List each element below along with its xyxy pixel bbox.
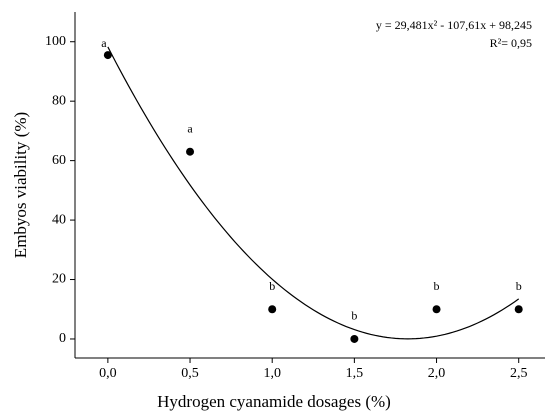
x-tick-label: 2,0 xyxy=(428,366,446,381)
point xyxy=(350,334,359,343)
point xyxy=(432,305,441,314)
y-tick-label: 100 xyxy=(45,34,66,49)
x-tick-label: 2,5 xyxy=(510,366,528,381)
x-tick-label: 0,5 xyxy=(181,366,199,381)
point xyxy=(268,305,277,314)
x-tick-label: 1,5 xyxy=(346,366,364,381)
y-tick-label: 20 xyxy=(52,272,66,287)
y-tick-label: 40 xyxy=(52,212,66,227)
x-tick-label: 1,0 xyxy=(263,366,281,381)
point-letter: b xyxy=(269,279,275,293)
x-axis-label: Hydrogen cyanamide dosages (%) xyxy=(157,392,391,411)
point-letter: a xyxy=(187,121,193,135)
y-tick-label: 80 xyxy=(52,93,66,108)
point-letter: a xyxy=(101,36,107,50)
point xyxy=(186,147,195,156)
y-tick-label: 60 xyxy=(52,153,66,168)
y-axis-label: Embyos viability (%) xyxy=(11,112,30,258)
point-letter: b xyxy=(351,309,357,323)
x-tick-label: 0,0 xyxy=(99,366,117,381)
point-letter: b xyxy=(434,279,440,293)
trend-curve xyxy=(107,46,520,340)
trend-equation: y = 29,481x² - 107,61x + 98,245 xyxy=(376,18,532,32)
point xyxy=(514,305,523,314)
y-tick-label: 0 xyxy=(59,331,66,346)
point-letter: b xyxy=(516,279,522,293)
point xyxy=(103,51,112,60)
trend-r2: R²= 0,95 xyxy=(490,36,532,50)
